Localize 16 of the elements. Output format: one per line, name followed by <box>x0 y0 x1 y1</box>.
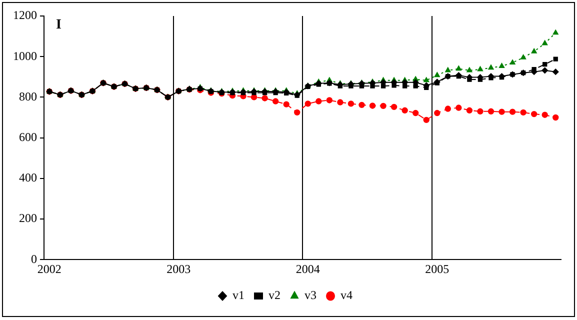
y-tick-label: 800 <box>19 89 37 104</box>
x-tick-label: 2004 <box>296 262 320 276</box>
x-tick-label: 2002 <box>37 262 62 276</box>
x-tick-label: 2005 <box>425 262 450 276</box>
legend-label: v1 <box>232 288 244 302</box>
legend-label: v4 <box>340 288 352 302</box>
legend-label: v2 <box>268 288 280 302</box>
y-tick-label: 1200 <box>13 8 37 22</box>
y-tick-label: 200 <box>19 211 37 226</box>
x-tick-label: 2003 <box>166 262 191 276</box>
y-tick-label: 1000 <box>13 48 37 63</box>
y-tick-label: 600 <box>19 130 37 144</box>
y-tick-label: 0 <box>31 252 37 266</box>
legend-label: v3 <box>304 288 316 302</box>
chart-title: I <box>56 18 62 33</box>
y-tick-label: 400 <box>19 170 37 185</box>
